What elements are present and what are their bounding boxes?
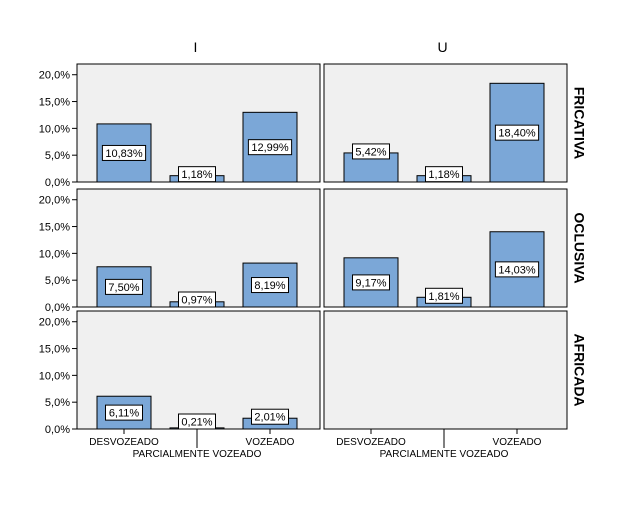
data-label: 8,19%	[254, 280, 285, 292]
y-tick-label: 20,0%	[39, 70, 70, 82]
data-label-box	[425, 287, 463, 304]
data-label: 14,03%	[498, 264, 536, 276]
y-tick-label: 15,0%	[39, 222, 70, 234]
data-label-box	[494, 124, 540, 141]
data-label-box	[494, 261, 540, 278]
y-tick-label: 10,0%	[39, 248, 70, 260]
y-tick-label: 20,0%	[39, 317, 70, 329]
data-label-box	[352, 143, 390, 160]
x-category-label-vozeado: VOZEADO	[493, 437, 542, 448]
y-tick-label: 5,0%	[45, 397, 70, 409]
data-label: 18,40%	[498, 128, 536, 140]
y-tick-label: 20,0%	[39, 195, 70, 207]
data-label: 12,99%	[251, 142, 289, 154]
data-label: 2,01%	[254, 412, 285, 424]
data-label: 1,18%	[181, 169, 212, 181]
x-category-label-desvozeado: DESVOZEADO	[89, 437, 159, 448]
data-label: 10,83%	[105, 148, 143, 160]
data-label: 0,21%	[181, 417, 212, 429]
column-title-i: I	[194, 39, 198, 55]
data-label-box	[105, 404, 143, 421]
x-category-label-parcialmente-vozeado: PARCIALMENTE VOZEADO	[133, 449, 262, 460]
data-label: 1,81%	[428, 291, 459, 303]
y-tick-label: 0,0%	[45, 302, 70, 314]
panel-africada-u	[323, 310, 568, 430]
y-tick-label: 15,0%	[39, 344, 70, 356]
data-label: 9,17%	[355, 277, 386, 289]
y-tick-label: 0,0%	[45, 424, 70, 436]
y-tick-label: 10,0%	[39, 123, 70, 135]
column-title-u: U	[437, 39, 447, 55]
data-label: 7,50%	[108, 282, 139, 294]
data-label-box	[247, 139, 293, 156]
x-category-label-desvozeado: DESVOZEADO	[336, 437, 406, 448]
y-tick-label: 15,0%	[39, 97, 70, 109]
x-category-label-parcialmente-vozeado: PARCIALMENTE VOZEADO	[380, 449, 509, 460]
row-title-fricativa: FRICATIVA	[571, 87, 587, 160]
y-tick-label: 0,0%	[45, 177, 70, 189]
data-label-box	[178, 291, 216, 308]
data-label-box	[251, 408, 289, 425]
data-label: 5,42%	[355, 146, 386, 158]
data-label-box	[352, 274, 390, 291]
y-tick-label: 5,0%	[45, 150, 70, 162]
data-label: 0,97%	[181, 295, 212, 307]
data-label: 6,11%	[109, 408, 140, 420]
y-tick-label: 10,0%	[39, 370, 70, 382]
data-label-box	[105, 278, 143, 295]
data-label-box	[101, 144, 147, 161]
data-label-box	[425, 166, 463, 183]
y-tick-label: 5,0%	[45, 275, 70, 287]
data-label: 1,18%	[428, 169, 459, 181]
data-label-box	[178, 166, 216, 183]
data-label-box	[251, 277, 289, 294]
x-category-label-vozeado: VOZEADO	[246, 437, 295, 448]
row-title-africada: AFRICADA	[571, 333, 587, 406]
row-title-oclusiva: OCLUSIVA	[571, 212, 587, 283]
